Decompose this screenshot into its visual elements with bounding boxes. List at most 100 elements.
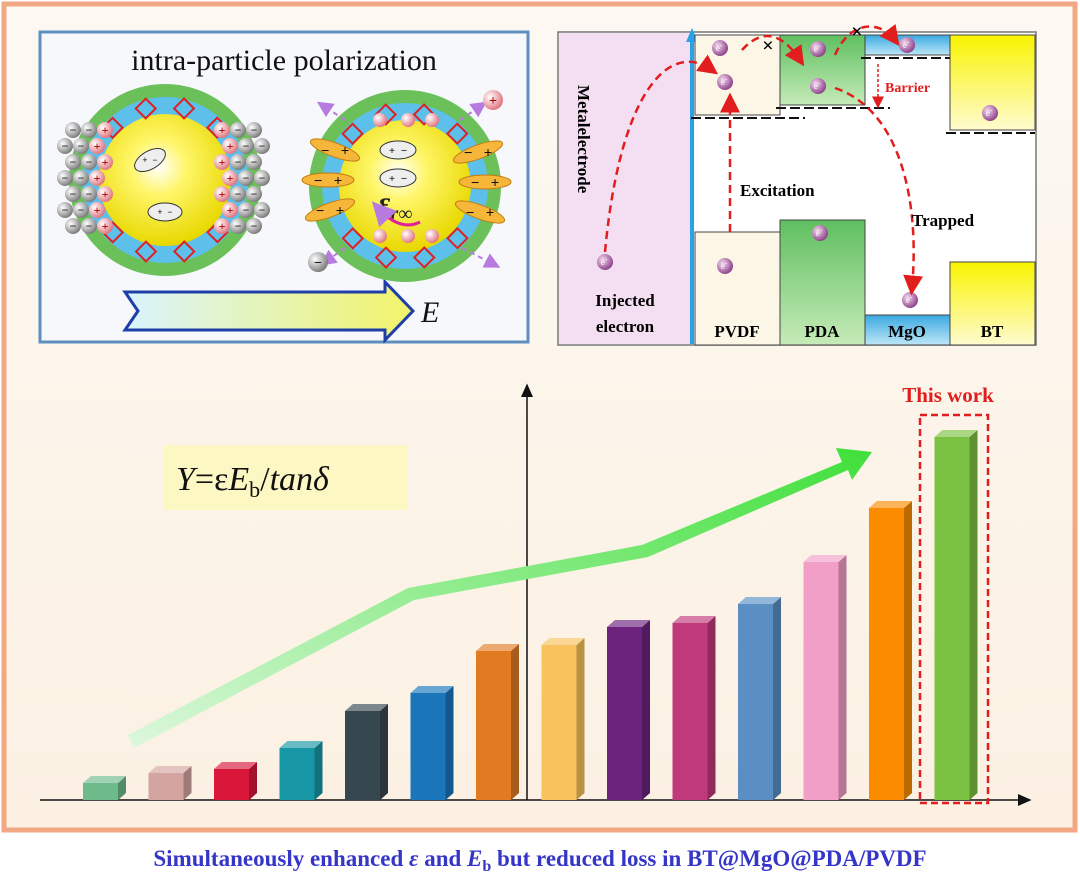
bar-top-light	[672, 616, 716, 623]
charge-symbol: −	[152, 155, 157, 165]
e: e	[601, 257, 605, 267]
bar-top	[607, 620, 650, 627]
bar	[738, 604, 773, 800]
layer-label: PVDF	[714, 322, 759, 341]
bar	[410, 693, 446, 800]
charge-symbol: −	[235, 187, 242, 201]
e: e	[716, 43, 720, 53]
caption-part: and	[418, 846, 467, 871]
e: e	[814, 44, 818, 54]
caption-part: b	[482, 858, 491, 875]
charge-symbol: −	[251, 123, 258, 137]
bar-top-light	[345, 704, 388, 711]
valence-band	[779, 219, 866, 346]
layer-label: PDA	[805, 322, 841, 341]
bar-top-light	[279, 741, 323, 748]
surface-charge	[425, 113, 439, 127]
charge	[254, 202, 270, 218]
charge	[81, 218, 97, 234]
charge	[222, 138, 238, 154]
bar-side	[642, 620, 650, 800]
caption-part: Simultaneously enhanced	[153, 846, 409, 871]
charge	[230, 186, 246, 202]
dashed-arrow	[316, 101, 346, 121]
charge: -	[605, 255, 608, 263]
charge	[81, 186, 97, 202]
electron-label: e-	[814, 42, 821, 54]
electron-label: e-	[816, 226, 823, 238]
electron	[717, 258, 733, 274]
bar-side-shade	[511, 644, 519, 800]
e: e	[816, 228, 820, 238]
charge	[65, 154, 81, 170]
bar	[672, 623, 708, 800]
charge	[214, 218, 230, 234]
bar-top-light	[148, 766, 192, 773]
charge	[89, 170, 105, 186]
bar-side-shade	[969, 430, 978, 800]
formula-part: E	[227, 461, 249, 498]
dipole	[147, 202, 183, 222]
charge	[97, 218, 113, 234]
bar-side	[576, 638, 585, 800]
electron-label: e-	[601, 255, 608, 267]
dashed-arrow	[461, 247, 501, 268]
valence-band	[864, 314, 951, 346]
electron	[810, 78, 826, 94]
electron	[717, 74, 733, 90]
excitation-label: Excitation	[740, 181, 815, 200]
diamond	[445, 122, 469, 145]
charge-symbol: −	[70, 219, 77, 233]
charge-symbol: +	[102, 219, 109, 233]
bar-side-shade	[118, 776, 126, 800]
charge: -	[725, 259, 728, 267]
bar	[148, 773, 184, 800]
bar-top-light	[476, 644, 519, 651]
bar-top-light	[934, 430, 978, 437]
bar-top-light	[869, 501, 912, 508]
bar-top	[672, 616, 716, 623]
surface-charge	[425, 229, 439, 243]
bar-side-shade	[445, 686, 454, 800]
charge-symbol: −	[86, 219, 93, 233]
e: e	[721, 261, 725, 271]
charge-symbol: +	[227, 171, 234, 185]
diamond	[374, 246, 398, 269]
e: e	[721, 77, 725, 87]
formula-part: b	[249, 477, 260, 502]
dipole-orange	[454, 200, 506, 224]
charge	[214, 122, 230, 138]
bar-top	[541, 638, 585, 645]
charge-symbol: −	[401, 173, 407, 185]
charge	[97, 122, 113, 138]
electron	[899, 37, 915, 53]
bar-side-shade	[183, 766, 192, 800]
charge	[230, 154, 246, 170]
bar-side-shade	[314, 741, 323, 800]
transition	[603, 54, 719, 253]
electron	[982, 105, 998, 121]
charge	[246, 186, 262, 202]
dipole-orange	[301, 172, 355, 188]
core	[99, 114, 231, 246]
charge-symbol: −	[62, 171, 69, 185]
charge-symbol: +	[102, 187, 109, 201]
bar-side	[838, 555, 847, 800]
e: e	[906, 295, 910, 305]
caption-part: but reduced loss in BT@MgO@PDA/PVDF	[491, 846, 926, 872]
charge	[246, 218, 262, 234]
charge-symbol: +	[341, 143, 350, 159]
bar-top	[345, 704, 388, 711]
electron	[902, 292, 918, 308]
charge	[57, 138, 73, 154]
barrier-label: Barrier	[885, 81, 930, 96]
charge	[254, 170, 270, 186]
charge-symbol: −	[401, 145, 407, 157]
diamond	[446, 226, 469, 250]
bar-side	[249, 762, 257, 800]
highlight-box	[918, 413, 990, 805]
trapped-label: Trapped	[912, 211, 975, 230]
charge-symbol: −	[235, 219, 242, 233]
charge	[97, 154, 113, 170]
charge	[73, 138, 89, 154]
